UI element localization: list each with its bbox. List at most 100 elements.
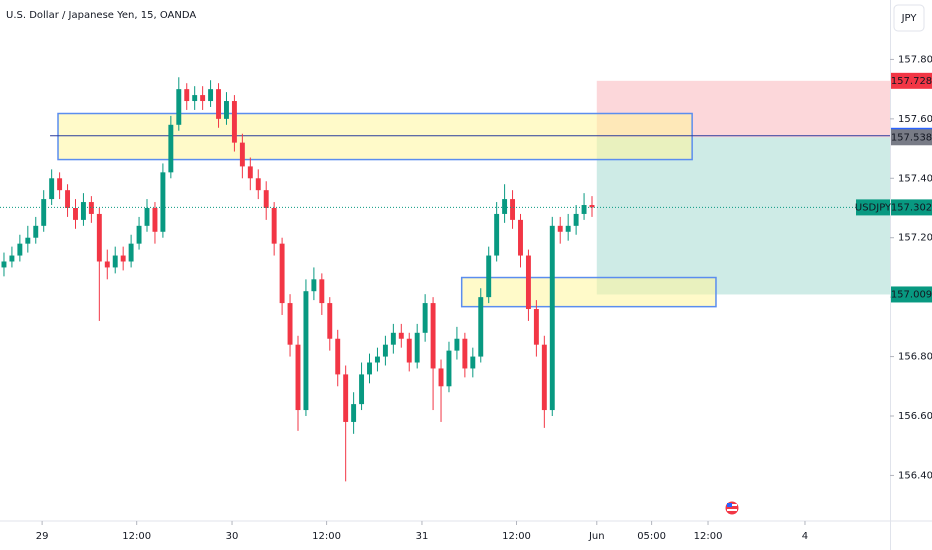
candle-body	[557, 225, 563, 232]
candle-body	[271, 208, 277, 244]
candle-body	[414, 332, 420, 363]
x-tick-label: Jun	[588, 531, 605, 542]
y-tick-label: 156.600	[898, 411, 932, 422]
candle-body	[17, 243, 23, 256]
candle-body	[192, 95, 198, 102]
x-tick-label: 12:00	[694, 531, 723, 542]
price-badge-label: 157.728	[891, 76, 932, 87]
price-badge	[891, 72, 932, 89]
candle-body	[359, 374, 365, 405]
candle-body	[502, 199, 508, 214]
candle-body	[160, 172, 166, 232]
price-badge	[891, 129, 932, 146]
candle-body	[351, 404, 357, 422]
candle-body	[255, 178, 261, 191]
candle-body	[80, 202, 86, 220]
candle-body	[422, 303, 428, 333]
candle-body	[41, 199, 47, 226]
candle-body	[390, 332, 396, 345]
candle-body	[224, 101, 229, 119]
x-tick-label: 29	[36, 531, 49, 542]
candle-body	[478, 297, 484, 357]
x-tick-label: 12:00	[312, 531, 341, 542]
candles	[1, 77, 595, 482]
candle-body	[88, 202, 94, 214]
candle-body	[263, 190, 269, 208]
price-badge	[891, 286, 932, 303]
candle-body	[208, 89, 214, 102]
candle-body	[168, 124, 174, 173]
candle-body	[104, 261, 110, 268]
candle-body	[518, 219, 523, 256]
candle-body	[1, 261, 7, 268]
candle-body	[541, 344, 547, 411]
candle-body	[295, 344, 301, 411]
candle-body	[533, 309, 539, 345]
candle-body	[25, 237, 31, 244]
candle-body	[9, 255, 15, 262]
x-tick-label: 31	[416, 531, 429, 542]
candle-body	[73, 208, 78, 220]
candle-body	[382, 344, 388, 357]
candle-body	[152, 208, 158, 232]
candle-body	[367, 362, 372, 375]
candle-body	[200, 95, 206, 102]
x-tick-label: 30	[226, 531, 239, 542]
candle-body	[247, 166, 253, 179]
highlight-box	[57, 112, 693, 161]
candle-body	[374, 356, 380, 363]
currency-label[interactable]: JPY	[901, 13, 918, 24]
position-zone	[596, 137, 890, 295]
candle-body	[398, 332, 404, 339]
x-tick-label: 4	[802, 531, 808, 542]
price-badge-label: 157.538	[891, 132, 932, 143]
x-tick-label: 05:00	[637, 531, 666, 542]
candle-body	[136, 225, 142, 244]
candle-body	[319, 279, 325, 304]
candle-body	[525, 255, 531, 310]
candle-body	[343, 374, 349, 422]
y-tick-label: 157.800	[898, 54, 932, 65]
candle-body	[128, 243, 134, 262]
y-tick-label: 156.800	[898, 352, 932, 363]
currency-button[interactable]	[893, 4, 925, 32]
candle-body	[287, 303, 293, 345]
y-tick-label: 157.400	[898, 173, 932, 184]
candle-body	[327, 303, 333, 339]
candle-body	[176, 89, 182, 125]
candle-body	[573, 213, 579, 226]
candle-body	[446, 350, 452, 387]
candle-body	[144, 208, 150, 226]
candle-body	[184, 89, 190, 102]
candle-body	[112, 255, 118, 268]
candle-body	[303, 291, 309, 411]
symbol-label: USDJPY	[855, 202, 892, 213]
candle-body	[279, 243, 285, 304]
candle-body	[311, 279, 317, 292]
candle-body	[549, 225, 555, 411]
candle-body	[65, 190, 71, 208]
candle-body	[335, 338, 341, 375]
candle-body	[430, 303, 436, 369]
candle-body	[33, 225, 39, 238]
price-badge	[891, 199, 932, 216]
candle-body	[406, 338, 412, 363]
candle-body	[565, 225, 571, 232]
candle-body	[239, 142, 245, 167]
candle-body	[57, 178, 63, 191]
highlight-box	[460, 276, 717, 308]
candle-body	[581, 205, 587, 214]
symbol-badge	[856, 199, 890, 216]
x-tick-label: 12:00	[122, 531, 151, 542]
candle-body	[216, 89, 221, 119]
y-tick-label: 157.600	[898, 114, 932, 125]
candle-body	[589, 205, 595, 208]
candle-body	[470, 356, 476, 369]
candle-body	[438, 368, 444, 387]
flag-icon	[724, 500, 740, 516]
price-badge-label: 157.009	[891, 289, 932, 300]
candle-body	[96, 213, 102, 262]
candle-body	[49, 178, 55, 200]
